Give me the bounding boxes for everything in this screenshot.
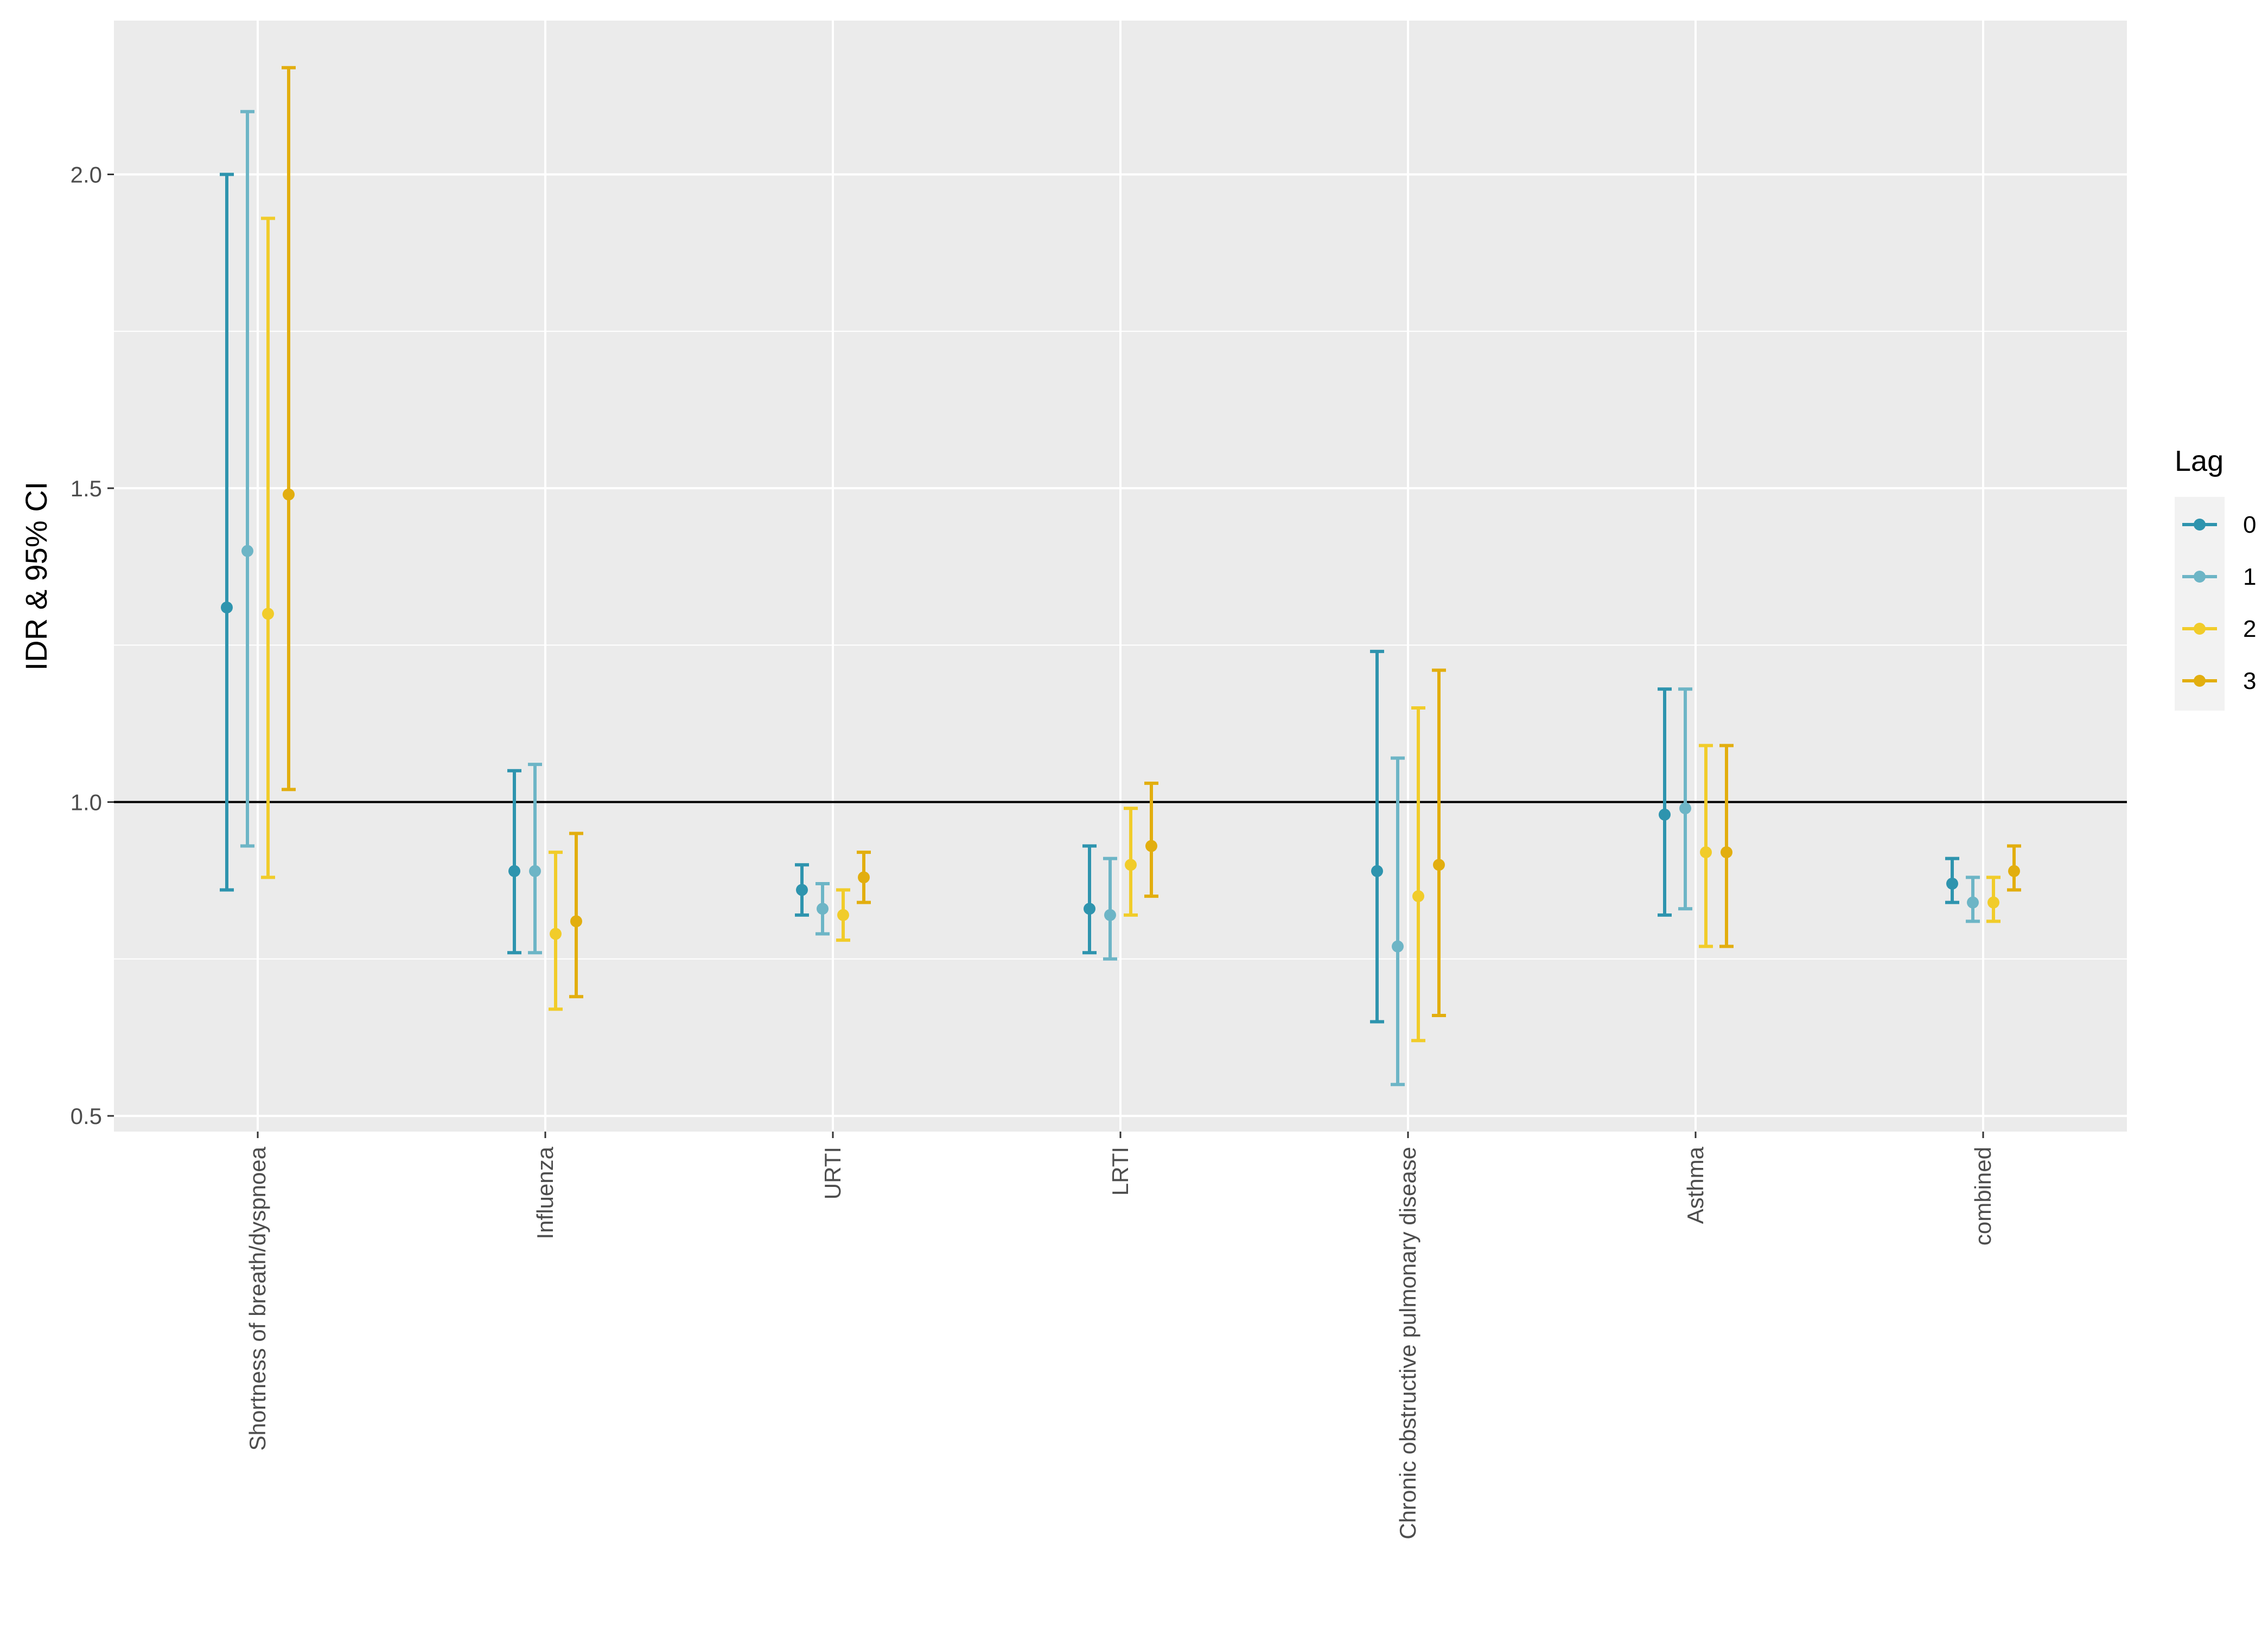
- point-estimate: [550, 928, 562, 940]
- legend: Lag 0 1 2 3: [2175, 445, 2256, 711]
- point-estimate: [1392, 940, 1404, 953]
- legend-key-point: [2194, 623, 2206, 635]
- legend-entry-label: 2: [2243, 616, 2256, 642]
- x-tick-label: combined: [1970, 1147, 1996, 1245]
- y-axis-label: IDR & 95% CI: [19, 482, 53, 671]
- errorbar-marks: [220, 66, 2021, 1087]
- point-estimate: [1987, 896, 1999, 909]
- point-estimate: [283, 488, 295, 501]
- point-estimate: [1371, 865, 1383, 877]
- x-tick-label: Shortness of breath/dyspnoea: [245, 1146, 270, 1451]
- point-estimate: [1412, 890, 1424, 903]
- point-estimate: [1679, 802, 1691, 815]
- y-tick-label: 2.0: [71, 162, 102, 187]
- legend-key-point: [2194, 519, 2206, 531]
- y-axis: 0.5 1.0 1.5 2.0: [71, 162, 114, 1129]
- point-estimate: [858, 871, 870, 884]
- point-estimate: [508, 865, 520, 877]
- legend-entry-label: 1: [2243, 564, 2256, 590]
- point-estimate: [1145, 840, 1157, 852]
- point-estimate: [2008, 865, 2020, 877]
- point-estimate: [241, 545, 253, 557]
- point-estimate: [837, 909, 849, 921]
- x-tick-label: Chronic obstructive pulmonary disease: [1395, 1147, 1420, 1540]
- point-estimate: [529, 865, 541, 877]
- legend-title: Lag: [2175, 445, 2224, 477]
- x-tick-label: Influenza: [532, 1146, 558, 1239]
- y-tick-label: 1.5: [71, 476, 102, 501]
- legend-entry-label: 3: [2243, 668, 2256, 694]
- point-estimate: [1721, 846, 1732, 859]
- point-estimate: [221, 601, 233, 614]
- point-estimate: [262, 608, 274, 620]
- point-estimate: [796, 884, 808, 896]
- x-tick-label: LRTI: [1107, 1147, 1133, 1196]
- point-estimate: [1700, 846, 1712, 859]
- x-tick-label: Asthma: [1683, 1146, 1708, 1224]
- x-tick-label: URTI: [820, 1147, 845, 1199]
- legend-entry-label: 0: [2243, 512, 2256, 538]
- point-estimate: [817, 903, 829, 915]
- point-estimate: [1104, 909, 1116, 921]
- point-estimate: [570, 915, 582, 928]
- point-estimate: [1084, 903, 1095, 915]
- legend-key-point: [2194, 675, 2206, 687]
- y-tick-label: 1.0: [71, 790, 102, 815]
- point-estimate: [1433, 859, 1445, 871]
- grid-major: [114, 21, 2127, 1132]
- point-estimate: [1659, 808, 1671, 821]
- point-estimate: [1967, 896, 1979, 909]
- x-axis: Shortness of breath/dyspnoea Influenza URT…: [245, 1132, 1996, 1540]
- legend-key-point: [2194, 571, 2206, 583]
- point-estimate: [1125, 859, 1137, 871]
- point-estimate: [1946, 877, 1958, 890]
- y-tick-label: 0.5: [71, 1103, 102, 1129]
